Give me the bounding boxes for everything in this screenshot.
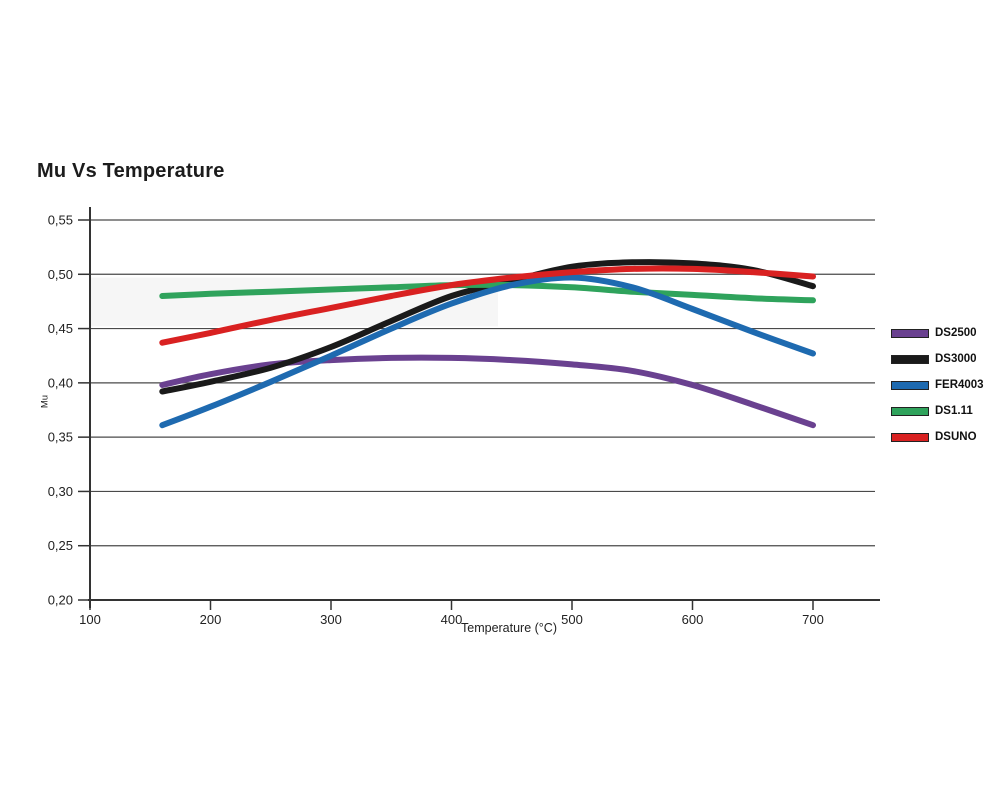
legend-swatch-DS1.11 <box>891 406 929 416</box>
y-tick-label: 0,35 <box>48 430 73 445</box>
x-tick-label: 100 <box>79 612 101 627</box>
x-tick-label: 400 <box>441 612 463 627</box>
series-line-DS1.11 <box>159 281 816 304</box>
x-tick-label: 600 <box>682 612 704 627</box>
y-tick-label: 0,45 <box>48 321 73 336</box>
legend-item-DSUNO: DSUNO <box>891 428 984 446</box>
legend-label: FER4003 <box>935 379 984 391</box>
y-tick-label: 0,40 <box>48 375 73 390</box>
series-line-DS2500 <box>159 354 816 429</box>
y-axis-label: Mu <box>39 394 51 409</box>
legend-item-DS2500: DS2500 <box>891 324 984 342</box>
legend-label: DS1.11 <box>935 405 973 417</box>
y-tick-label: 0,50 <box>48 267 73 282</box>
y-tick-label: 0,30 <box>48 484 73 499</box>
legend-swatch-FER4003 <box>891 380 929 390</box>
legend-swatch-DS2500 <box>891 328 929 338</box>
x-tick-label: 500 <box>561 612 583 627</box>
x-axis-label: Temperature (°C) <box>461 621 557 635</box>
x-tick-label: 200 <box>200 612 222 627</box>
series-line-FER4003 <box>159 274 816 429</box>
legend: DS2500 DS3000 FER4003 DS1.11 DSUNO <box>891 324 984 446</box>
y-tick-label: 0,25 <box>48 538 73 553</box>
legend-label: DSUNO <box>935 431 977 443</box>
legend-item-DS1.11: DS1.11 <box>891 402 984 420</box>
legend-swatch-DS3000 <box>891 354 929 364</box>
legend-item-DS3000: DS3000 <box>891 350 984 368</box>
x-tick-label: 300 <box>320 612 342 627</box>
legend-label: DS3000 <box>935 353 977 365</box>
y-tick-label: 0,20 <box>48 593 73 608</box>
series-line-DSUNO <box>159 265 816 346</box>
legend-swatch-DSUNO <box>891 432 929 442</box>
chart-title: Mu Vs Temperature <box>37 160 225 182</box>
x-tick-label: 700 <box>802 612 824 627</box>
series-line-DS3000 <box>159 259 816 395</box>
legend-label: DS2500 <box>935 327 977 339</box>
y-tick-label: 0,55 <box>48 213 73 228</box>
legend-item-FER4003: FER4003 <box>891 376 984 394</box>
